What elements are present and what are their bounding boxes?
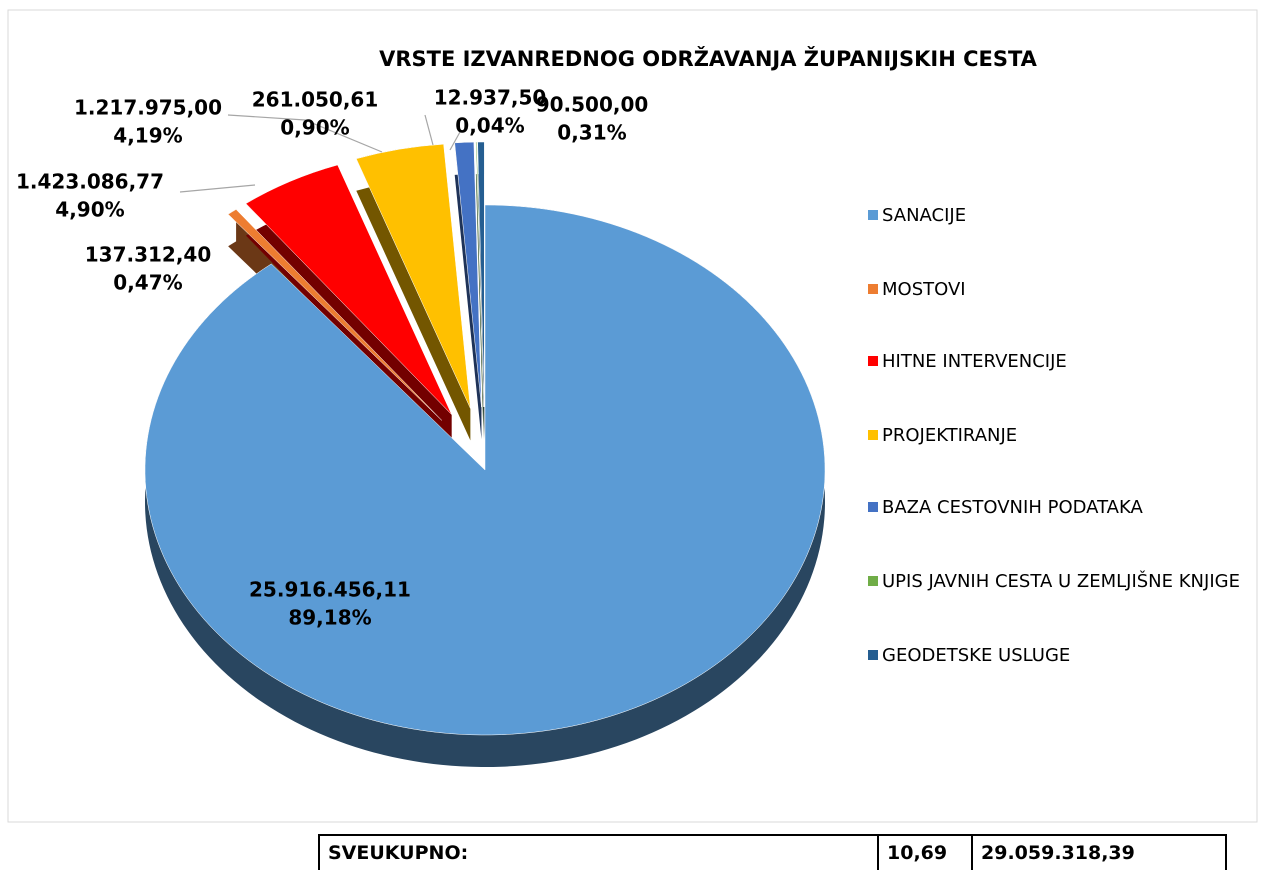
legend-item: GEODETSKE USLUGE — [868, 644, 1253, 668]
legend-label: SANACIJE — [882, 205, 967, 226]
leader-line — [179, 184, 256, 193]
slice — [245, 164, 452, 415]
legend-item: PROJEKTIRANJE — [868, 424, 1253, 448]
leader-line — [424, 114, 434, 146]
legend-item: SANACIJE — [868, 204, 1253, 228]
chart: VRSTE IZVANREDNOG ODRŽAVANJA ŽUPANIJSKIH… — [7, 9, 1258, 823]
legend-label: PROJEKTIRANJE — [882, 425, 1018, 446]
legend-swatch — [868, 356, 878, 366]
slice — [227, 209, 443, 421]
legend-item: MOSTOVI — [868, 278, 1253, 302]
legend-label: HITNE INTERVENCIJE — [882, 351, 1067, 372]
slice-side — [245, 164, 452, 447]
percent-label: 4,19% — [113, 124, 182, 148]
table-cell: 10,69 — [877, 834, 973, 870]
percent-label: 0,47% — [113, 271, 182, 295]
percent-label: 0,90% — [280, 116, 349, 140]
percent-label: 4,90% — [55, 198, 124, 222]
legend-label: BAZA CESTOVNIH PODATAKA — [882, 497, 1143, 518]
leader-line — [449, 131, 461, 151]
legend-swatch — [868, 650, 878, 660]
data-label: 261.050,61 — [252, 88, 379, 112]
legend-item: HITNE INTERVENCIJE — [868, 350, 1253, 374]
percent-label: 89,18% — [288, 606, 371, 630]
slice-side — [454, 142, 482, 440]
percent-label: 0,04% — [455, 114, 524, 138]
slice — [144, 204, 826, 736]
slice — [477, 141, 485, 408]
pie-tops — [144, 141, 826, 736]
slice — [475, 141, 484, 408]
table-row: SVEUKUPNO: 10,69 29.059.318,39 — [318, 834, 1227, 870]
data-label: 137.312,40 — [85, 243, 212, 267]
chart-title: VRSTE IZVANREDNOG ODRŽAVANJA ŽUPANIJSKIH… — [379, 46, 1038, 71]
leader-line — [227, 114, 383, 153]
legend-swatch — [868, 210, 878, 220]
legend-swatch — [868, 502, 878, 512]
data-label: 1.217.975,00 — [74, 96, 222, 120]
data-label: 90.500,00 — [536, 93, 649, 117]
legend-swatch — [868, 430, 878, 440]
legend-item: BAZA CESTOVNIH PODATAKA — [868, 496, 1253, 520]
data-label: 25.916.456,11 — [249, 578, 411, 602]
slice — [355, 143, 471, 409]
data-label: 1.423.086,77 — [16, 170, 164, 194]
legend-label: MOSTOVI — [882, 279, 966, 300]
legend-label: UPIS JAVNIH CESTA U ZEMLJIŠNE KNJIGE — [882, 571, 1240, 592]
total-table: SVEUKUPNO: 10,69 29.059.318,39 — [318, 834, 1227, 870]
legend-swatch — [868, 284, 878, 294]
table-cell: 29.059.318,39 — [971, 834, 1227, 870]
legend-swatch — [868, 576, 878, 586]
slice-side — [356, 144, 471, 441]
slice — [454, 141, 482, 408]
percent-label: 0,31% — [557, 121, 626, 145]
legend-item: UPIS JAVNIH CESTA U ZEMLJIŠNE KNJIGE — [868, 570, 1253, 594]
legend-label: GEODETSKE USLUGE — [882, 645, 1071, 666]
data-label: 12.937,50 — [434, 86, 547, 110]
table-cell: SVEUKUPNO: — [318, 834, 879, 870]
